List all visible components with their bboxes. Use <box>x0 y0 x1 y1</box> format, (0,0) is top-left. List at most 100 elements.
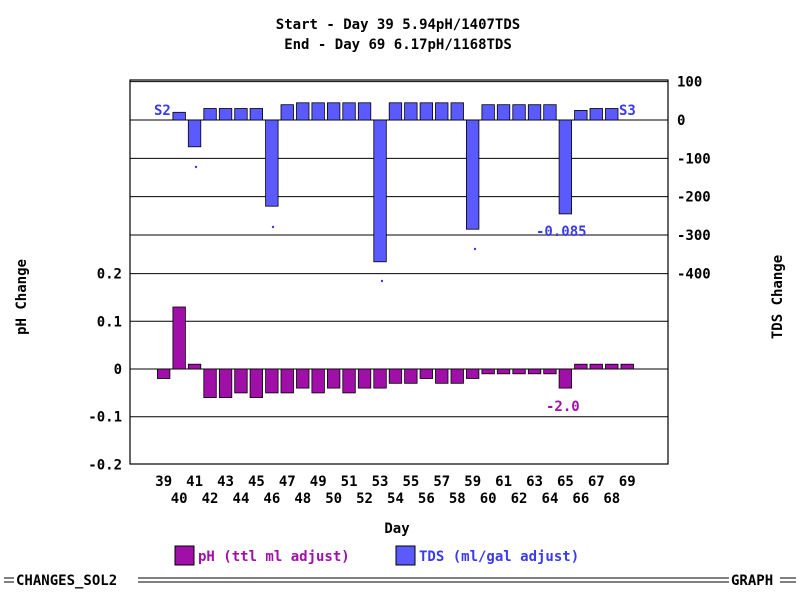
annotation-s2: S2 <box>154 103 171 119</box>
x-axis-label: Day <box>384 521 410 537</box>
tds-bar-day-40 <box>172 111 186 121</box>
ph-bar-day-67 <box>589 363 603 370</box>
day-tick-label: 49 <box>310 474 327 490</box>
tds-bar-day-44 <box>234 108 248 121</box>
ph-bar-day-45 <box>249 368 264 399</box>
tds-tick-label: -400 <box>677 266 711 282</box>
day-tick-label: 47 <box>279 474 296 490</box>
day-tick-label: 40 <box>171 491 188 507</box>
day-tick-label: 46 <box>263 491 280 507</box>
ph-bar-day-69 <box>620 363 634 370</box>
ph-bar-day-41 <box>187 363 202 370</box>
tds-series <box>172 102 619 263</box>
status-left-label: CHANGES_SOL2 <box>16 573 117 589</box>
day-tick-label: 62 <box>511 491 528 507</box>
day-tick-label: 53 <box>372 474 389 490</box>
ph-tick-label: 0 <box>114 362 122 378</box>
day-axis-ticks: 39 41 43 45 47 49 51 53 55 57 59 61 63 65 67 69 40 42 44 46… <box>155 474 635 507</box>
ph-bar-day-61 <box>496 368 511 375</box>
day-tick-label: 48 <box>294 491 311 507</box>
legend-label-ph: pH (ttl ml adjust) <box>198 549 350 565</box>
tds-bar-day-66 <box>574 110 588 121</box>
tds-bar-day-54 <box>388 102 403 121</box>
tds-bar-day-55 <box>404 102 418 121</box>
ph-bar-day-40 <box>172 306 186 370</box>
day-tick-label: 43 <box>217 474 234 490</box>
ph-series <box>156 306 634 399</box>
ph-bar-day-54 <box>388 368 403 384</box>
legend-swatch-ph <box>174 545 195 566</box>
day-tick-label: 66 <box>572 491 589 507</box>
tds-bar-day-64 <box>543 104 557 121</box>
tds-marker-dot <box>271 225 275 229</box>
ph-bar-day-44 <box>234 368 248 394</box>
ph-bar-day-50 <box>326 368 341 389</box>
ph-tick-label: -0.1 <box>88 410 122 426</box>
y-axis-label-left: pH Change <box>14 259 30 335</box>
ph-bar-day-46 <box>265 368 279 394</box>
annotation-tds-value: -0.085 <box>536 224 587 240</box>
plot-frame <box>129 79 669 465</box>
day-tick-label: 60 <box>480 491 497 507</box>
tds-bar-day-61 <box>496 104 511 121</box>
ph-bar-day-43 <box>218 368 233 399</box>
day-tick-label: 57 <box>433 474 450 490</box>
tds-bar-day-49 <box>311 102 325 121</box>
chart-title-line-2: End - Day 69 6.17pH/1168TDS <box>284 37 512 53</box>
tds-bar-day-52 <box>357 102 372 121</box>
day-tick-label: 64 <box>542 491 559 507</box>
day-tick-label: 61 <box>495 474 512 490</box>
tds-tick-label: -100 <box>677 151 711 167</box>
tds-bar-day-41 <box>187 119 202 148</box>
ph-bar-day-66 <box>574 363 588 370</box>
tds-marker-dot <box>473 247 477 251</box>
tds-bar-day-47 <box>280 104 294 121</box>
ph-tick-label: 0.1 <box>97 314 122 330</box>
tds-bar-day-63 <box>527 104 542 121</box>
ph-bar-day-64 <box>543 368 557 375</box>
ph-axis-ticks: 0.2 0.1 0 -0.1 -0.2 <box>88 267 122 474</box>
tds-bar-day-51 <box>342 102 356 121</box>
tds-axis-ticks: 100 0 -100 -200 -300 -400 <box>677 75 711 283</box>
ph-bar-day-60 <box>481 368 495 375</box>
day-tick-label: 69 <box>619 474 636 490</box>
day-tick-label: 58 <box>449 491 466 507</box>
tds-bar-day-62 <box>512 104 526 121</box>
tds-tick-label: -200 <box>677 190 711 206</box>
ph-bar-day-59 <box>465 368 480 379</box>
ph-tick-label: 0.2 <box>97 267 122 283</box>
ph-bar-day-62 <box>512 368 526 375</box>
tds-bar-day-43 <box>218 108 233 121</box>
ph-bar-day-51 <box>342 368 356 394</box>
day-tick-label: 63 <box>526 474 543 490</box>
day-tick-label: 55 <box>402 474 419 490</box>
tds-tick-label: -300 <box>677 228 711 244</box>
legend-swatch-tds <box>395 545 416 566</box>
tds-tick-label: 0 <box>677 113 685 129</box>
tds-bar-day-53 <box>373 119 387 263</box>
tds-bar-day-50 <box>326 102 341 121</box>
day-tick-label: 51 <box>341 474 358 490</box>
ph-bar-day-56 <box>419 368 434 379</box>
bottom-status-bar: CHANGES_SOL2 GRAPH <box>4 573 796 589</box>
ph-bar-day-58 <box>450 368 464 384</box>
y-axis-label-right: TDS Change <box>770 255 786 339</box>
legend-label-tds: TDS (ml/gal adjust) <box>419 549 579 565</box>
ph-bar-day-42 <box>203 368 217 399</box>
ph-bar-day-53 <box>373 368 387 389</box>
tds-bar-day-60 <box>481 104 495 121</box>
day-tick-label: 68 <box>603 491 620 507</box>
tds-bar-day-56 <box>419 102 434 121</box>
day-tick-label: 52 <box>356 491 373 507</box>
tds-bar-day-48 <box>296 102 310 121</box>
tds-bar-day-57 <box>435 102 449 121</box>
tds-marker-dot <box>380 279 384 283</box>
annotation-s3: S3 <box>619 103 636 119</box>
day-tick-label: 42 <box>202 491 219 507</box>
tds-bar-day-59 <box>465 119 480 230</box>
tds-bar-day-67 <box>589 108 603 121</box>
tds-bar-day-58 <box>450 102 464 121</box>
tds-bar-day-45 <box>249 108 264 121</box>
ph-bar-day-47 <box>280 368 294 394</box>
